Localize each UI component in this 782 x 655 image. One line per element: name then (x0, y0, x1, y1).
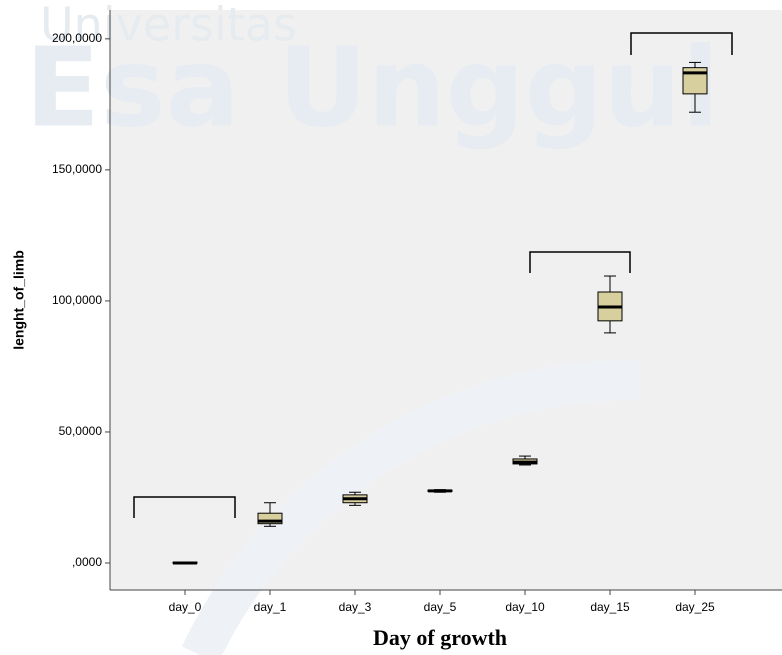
watermark: Esa Unggul (25, 23, 719, 151)
x-tick-label: day_5 (424, 600, 457, 614)
box (257, 512, 283, 525)
plot-area (110, 10, 782, 590)
y-tick-label: 200,0000 (52, 31, 102, 45)
x-axis-title: Day of growth (373, 625, 507, 650)
x-tick-label: day_3 (339, 600, 372, 614)
y-tick-label: 100,0000 (52, 293, 102, 307)
x-tick-label: day_10 (505, 600, 545, 614)
x-tick-label: day_15 (590, 600, 630, 614)
y-tick-label: ,0000 (72, 555, 102, 569)
bracket (133, 496, 236, 518)
x-tick-label: day_1 (254, 600, 287, 614)
y-tick-label: 150,0000 (52, 162, 102, 176)
watermark-arc (181, 359, 641, 655)
bracket (529, 251, 631, 273)
y-tick-label: 50,0000 (59, 424, 103, 438)
watermark: Universitas (40, 0, 297, 52)
y-axis-title: lenght_of_limb (11, 250, 27, 350)
x-tick-label: day_25 (675, 600, 715, 614)
x-tick-label: day_0 (169, 600, 202, 614)
bracket (630, 32, 733, 55)
